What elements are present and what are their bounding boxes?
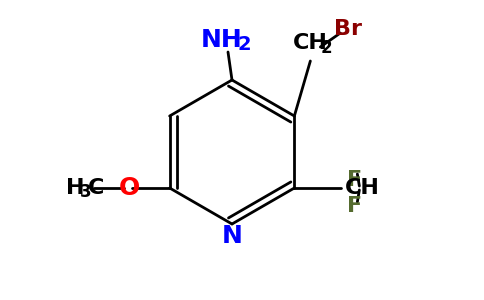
Text: Br: Br [334, 19, 363, 39]
Text: 2: 2 [320, 39, 332, 57]
Text: O: O [119, 176, 140, 200]
Text: CH: CH [293, 33, 328, 53]
Text: F: F [347, 170, 362, 190]
Text: N: N [222, 224, 242, 248]
Text: 2: 2 [237, 34, 251, 53]
Text: C: C [88, 178, 104, 198]
Text: F: F [347, 196, 362, 216]
Text: 3: 3 [80, 183, 91, 201]
Text: CH: CH [346, 178, 380, 198]
Text: NH: NH [201, 28, 243, 52]
Text: H: H [66, 178, 85, 198]
